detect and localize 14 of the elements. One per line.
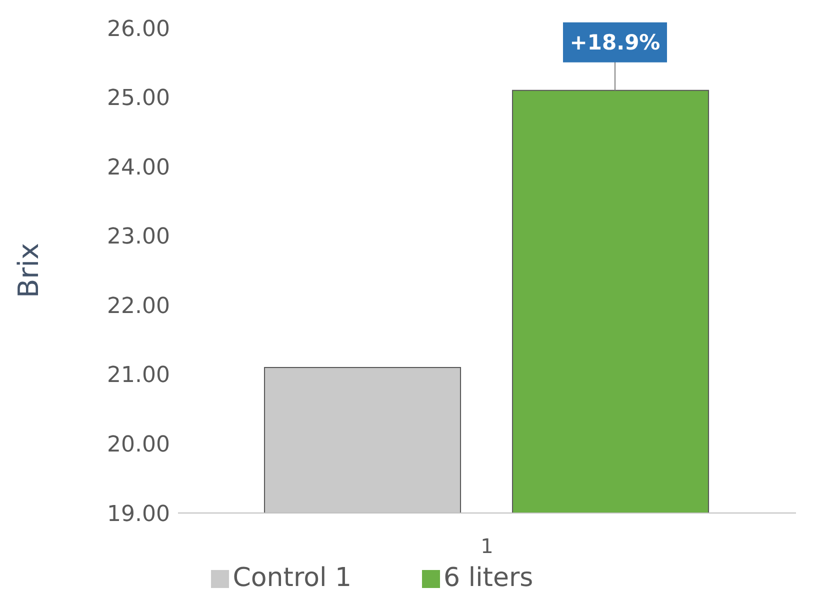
y-tick-label: 23.00 xyxy=(107,224,170,250)
y-tick-label: 25.00 xyxy=(107,86,170,112)
legend-label: Control 1 xyxy=(232,563,352,593)
y-tick-label: 22.00 xyxy=(107,294,170,319)
y-tick-label: 26.00 xyxy=(107,16,170,42)
legend-label: 6 liters xyxy=(444,563,534,593)
y-tick-label: 21.00 xyxy=(107,363,170,388)
y-tick-label: 20.00 xyxy=(107,432,170,458)
y-tick-label: 24.00 xyxy=(107,155,170,180)
y-tick-label: 19.00 xyxy=(107,502,170,527)
x-tick-label: 1 xyxy=(480,534,494,558)
callout: +18.9% xyxy=(563,22,667,91)
y-axis-title: Brix xyxy=(12,242,45,298)
annotation: +18.9% xyxy=(570,30,660,54)
